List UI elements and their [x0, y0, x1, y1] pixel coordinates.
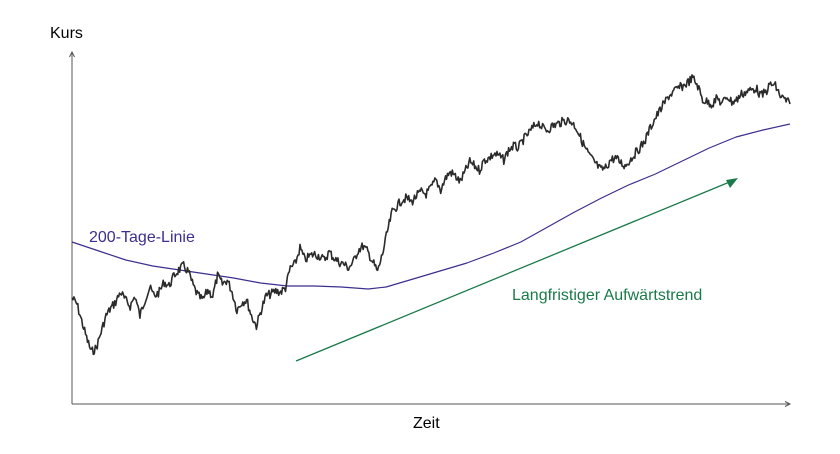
moving-average-line	[71, 123, 791, 290]
trend-arrowhead	[726, 178, 738, 188]
chart-axes	[69, 50, 792, 407]
x-axis-label: Zeit	[413, 415, 440, 432]
series-200-day-line	[71, 123, 791, 290]
y-axis-arrowhead	[69, 50, 75, 58]
x-axis-arrowhead	[784, 401, 792, 407]
price-line	[71, 74, 791, 356]
trend-label: Langfristiger Aufwärtstrend	[512, 287, 702, 304]
moving-average-label: 200-Tage-Linie	[89, 229, 195, 246]
trend-arrow-group	[295, 178, 738, 362]
trend-arrow-line	[295, 180, 733, 362]
y-axis-label: Kurs	[50, 25, 83, 42]
series-price	[71, 74, 791, 356]
